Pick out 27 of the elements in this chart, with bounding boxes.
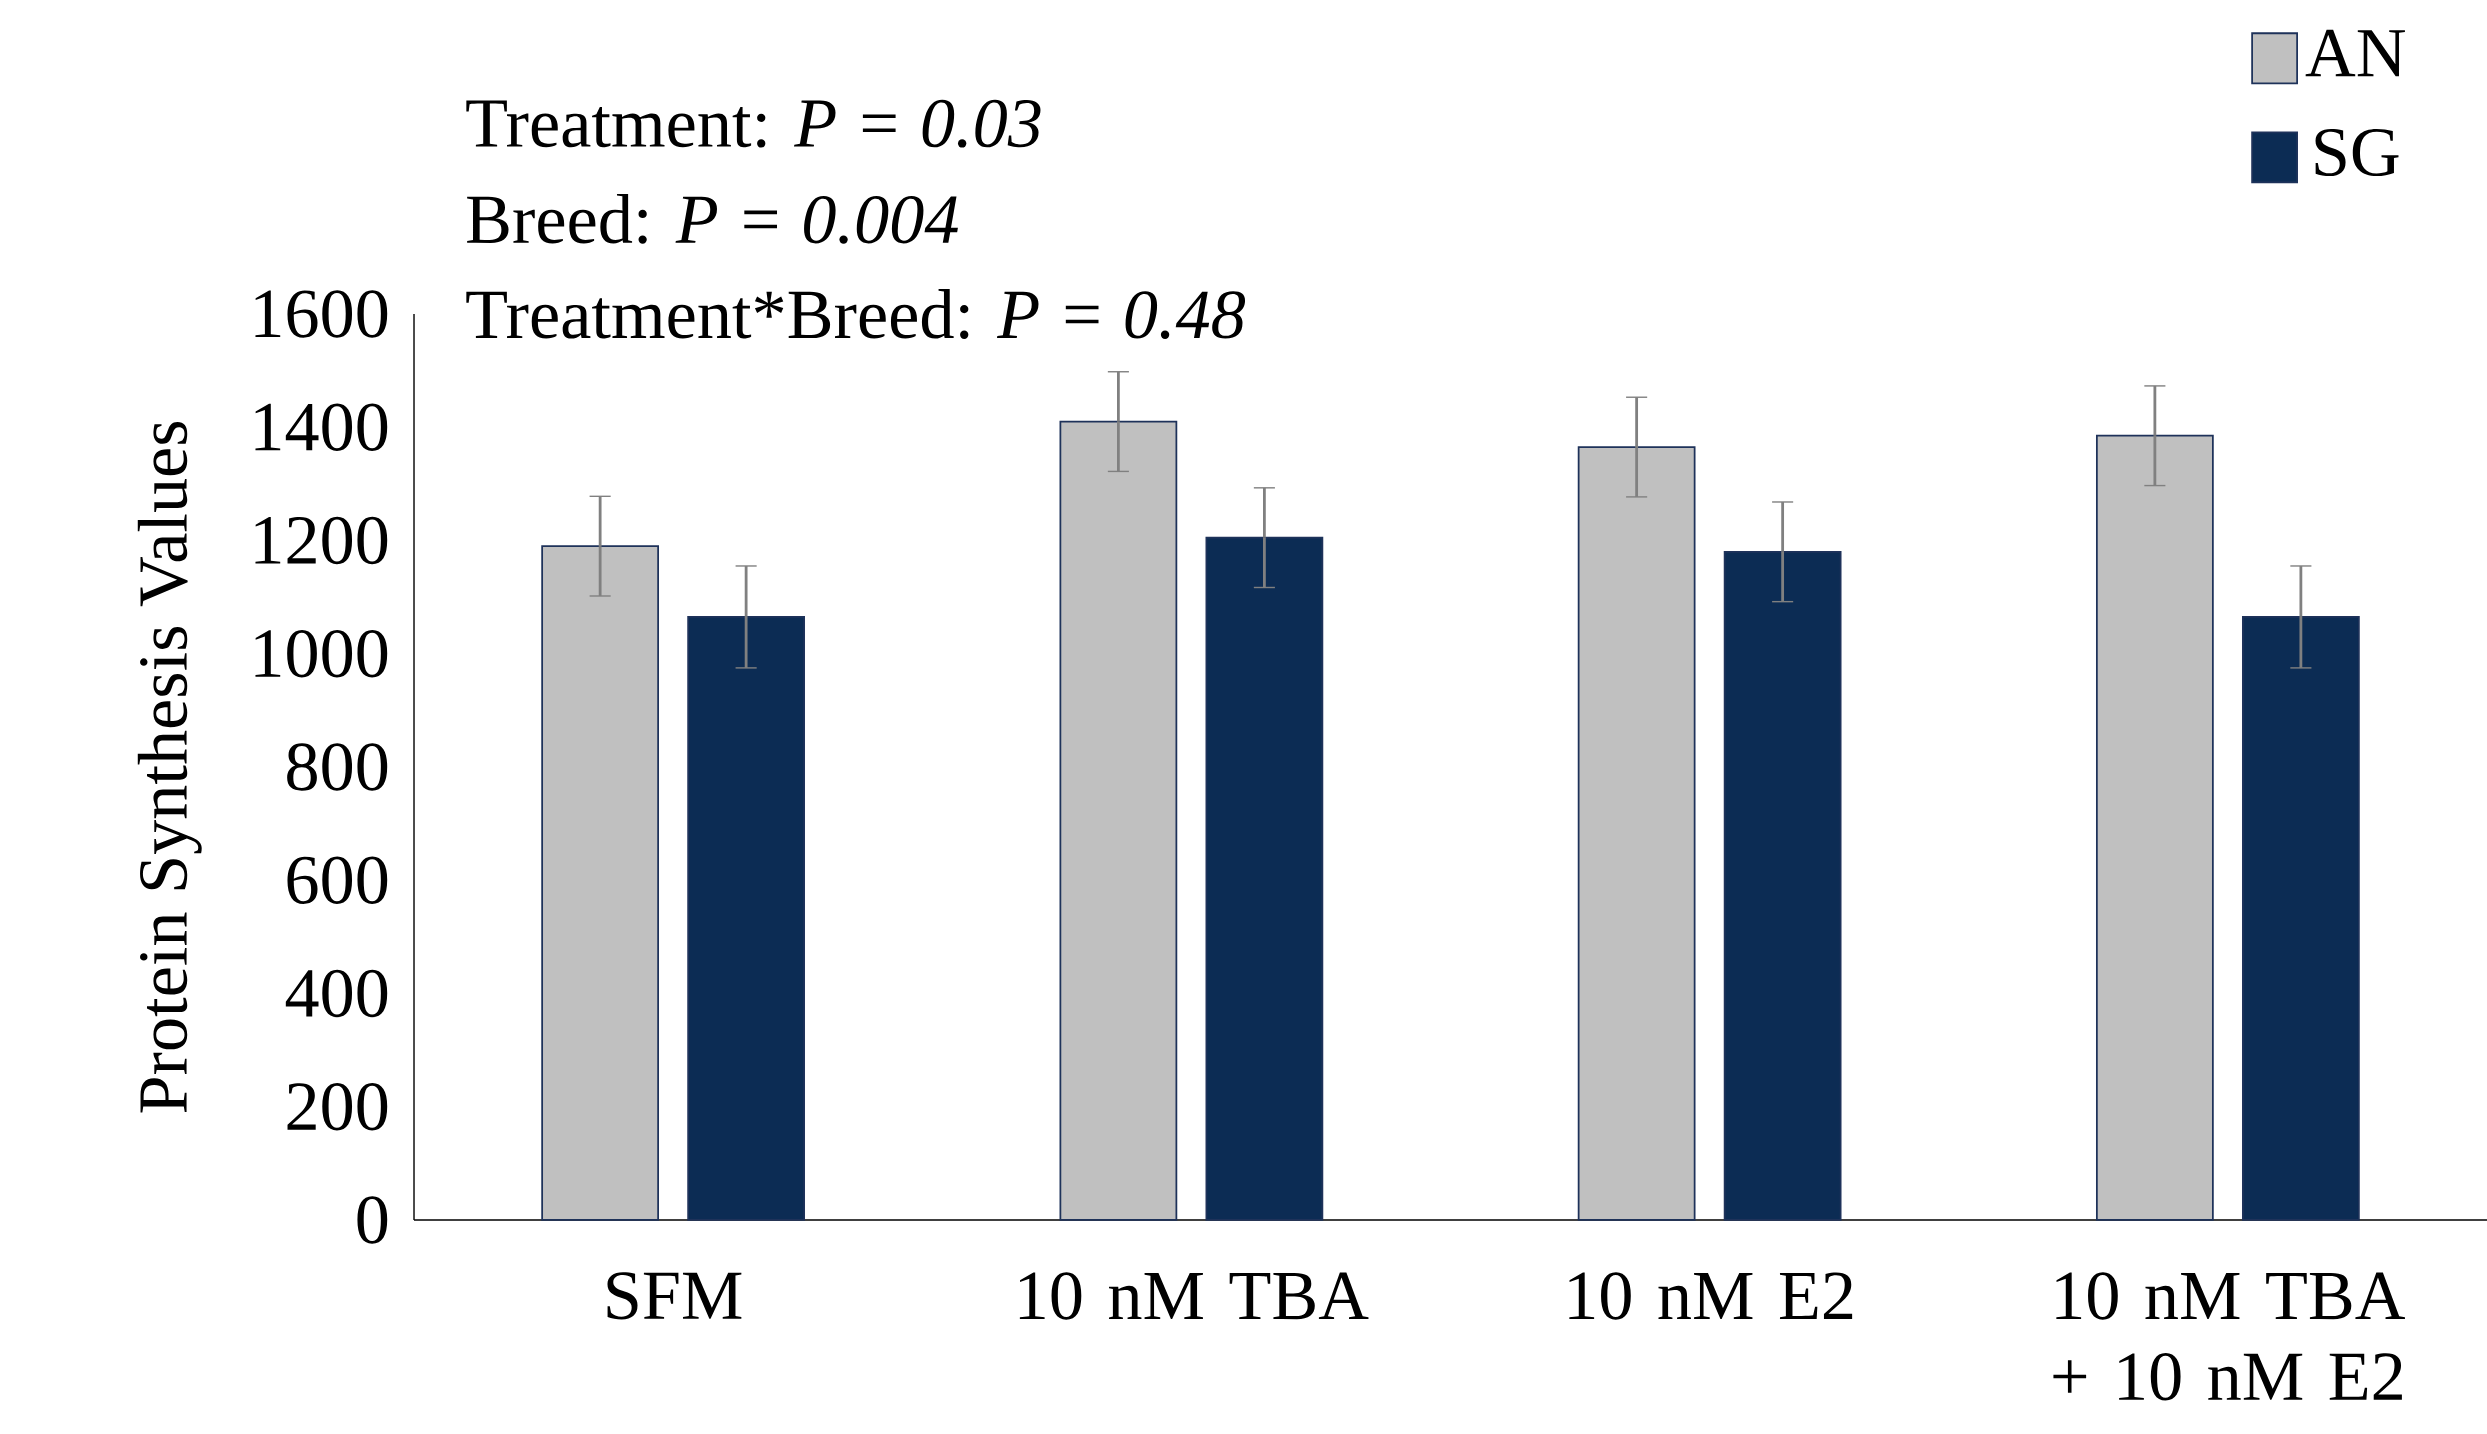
y-tick-label: 1600 <box>255 290 388 338</box>
y-tick-label: 1200 <box>255 516 388 565</box>
y-tick-label: 600 <box>287 856 388 904</box>
bar <box>1723 550 1842 1221</box>
text: Treatment: P = 0.03 <box>466 99 1041 148</box>
y-tick-label: 0 <box>357 1196 388 1244</box>
legend-label: AN <box>2305 29 2405 77</box>
legend-label: SG <box>2315 128 2399 177</box>
bar <box>687 616 806 1221</box>
bar <box>1577 446 1696 1221</box>
bar <box>2095 434 2214 1221</box>
y-tick-label: 200 <box>287 1083 388 1131</box>
y-tick-label: 800 <box>287 743 388 791</box>
x-tick-label: SFM <box>607 1272 742 1320</box>
x-tick-label: 10 nM TBA + 10 nM E2 <box>2053 1272 2405 1401</box>
annotation: Treatment*Breed: P = 0.48 <box>466 289 1246 339</box>
y-tick-label: 1000 <box>255 630 388 678</box>
text: Breed: P = 0.004 <box>467 193 958 244</box>
y-tick-label: 1400 <box>255 403 388 451</box>
x-tick-label: 10 nM TBA <box>1019 1272 1369 1320</box>
bar <box>1205 536 1324 1221</box>
bar <box>1059 420 1178 1221</box>
bar <box>541 545 660 1221</box>
x-tick-label: 10 nM E2 <box>1569 1272 1853 1320</box>
y-tick-label: 400 <box>285 969 388 1018</box>
y-axis-title: Protein Synthesis Values <box>137 421 202 1113</box>
bar <box>2241 616 2360 1221</box>
